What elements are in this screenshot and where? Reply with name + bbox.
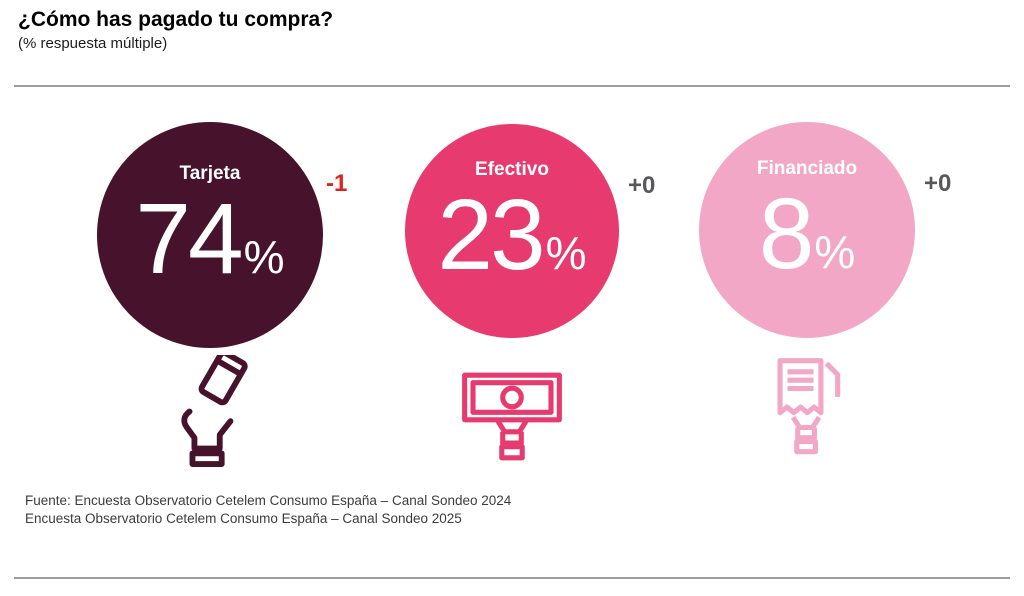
top-divider (14, 85, 1010, 87)
category-value: 8% (758, 178, 856, 290)
source-note: Fuente: Encuesta Observatorio Cetelem Co… (25, 492, 511, 528)
page-subtitle: (% respuesta múltiple) (18, 35, 168, 52)
segment-financiado: +0 Financiado 8% (699, 122, 951, 460)
delta-badge: -1 (326, 170, 348, 197)
category-label: Efectivo (475, 159, 549, 180)
receipt-in-hand-icon (699, 356, 915, 460)
chart-header: ¿Cómo has pagado tu compra? (% respuesta… (18, 8, 333, 52)
delta-badge: +0 (924, 170, 952, 197)
banknote-in-hand-icon (405, 370, 619, 464)
category-value: 74% (135, 183, 285, 295)
delta-badge: +0 (628, 172, 656, 199)
bottom-divider (14, 577, 1010, 579)
card-in-hand-icon (97, 355, 323, 467)
segment-efectivo: +0 Efectivo 23% (405, 124, 655, 464)
tarjeta-circle: Tarjeta 74% (97, 122, 323, 348)
segment-tarjeta: -1 Tarjeta 74% (97, 122, 347, 467)
category-label: Financiado (756, 158, 858, 179)
efectivo-circle: Efectivo 23% (405, 124, 619, 338)
page-title: ¿Cómo has pagado tu compra? (18, 8, 334, 31)
source-line-1: Fuente: Encuesta Observatorio Cetelem Co… (25, 493, 512, 508)
category-value: 23% (437, 179, 587, 291)
source-line-2: Encuesta Observatorio Cetelem Consumo Es… (25, 511, 462, 526)
category-label: Tarjeta (179, 163, 241, 184)
financiado-circle: Financiado 8% (699, 122, 915, 338)
